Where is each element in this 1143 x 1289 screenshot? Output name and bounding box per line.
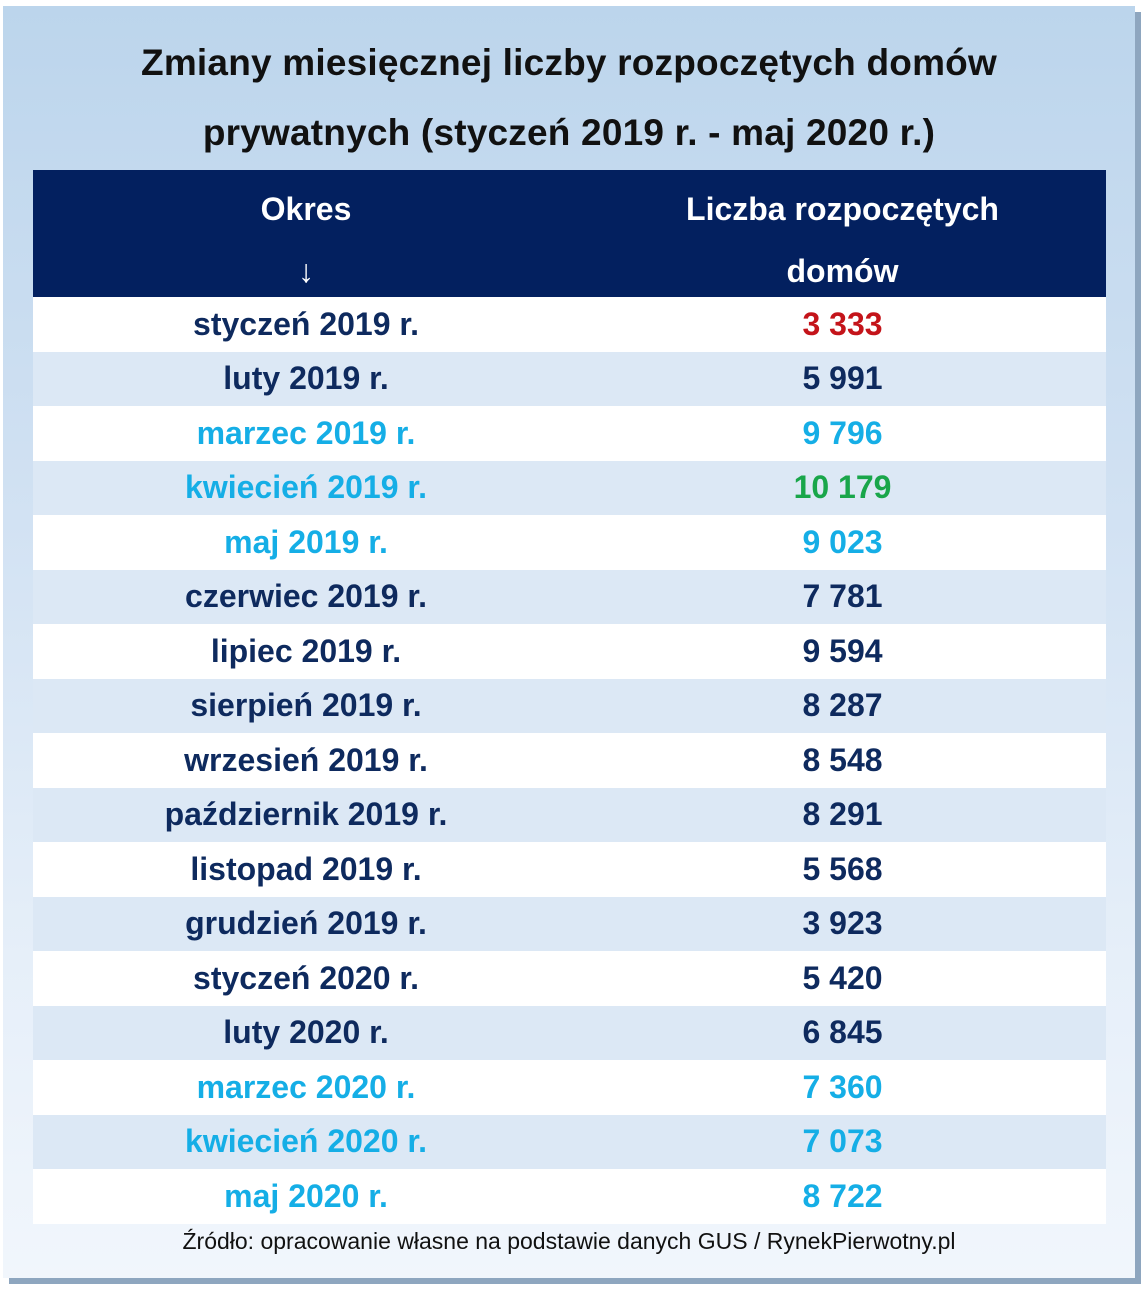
count-cell: 9 594 [802, 632, 883, 669]
count-cell: 8 722 [802, 1177, 883, 1214]
title-line-1: Zmiany miesięcznej liczby rozpoczętych d… [141, 42, 997, 83]
period-cell: lipiec 2019 r. [210, 632, 402, 669]
column-header-period-label: Okres [260, 191, 352, 227]
period-cell: luty 2019 r. [223, 360, 389, 397]
count-cell: 8 291 [802, 796, 883, 833]
table-row: lipiec 2019 r. 9 594 [33, 624, 1106, 679]
period-cell: wrzesień 2019 r. [184, 741, 428, 778]
count-cell: 8 287 [802, 687, 883, 724]
title-line-2: prywatnych (styczeń 2019 r. - maj 2020 r… [202, 112, 936, 153]
table-row: styczeń 2020 r. 5 420 [33, 951, 1106, 1006]
period-cell: maj 2020 r. [224, 1177, 388, 1214]
page-title: Zmiany miesięcznej liczby rozpoczętych d… [3, 28, 1135, 168]
table-row: listopad 2019 r. 5 568 [33, 842, 1106, 897]
table-row: maj 2019 r. 9 023 [33, 515, 1106, 570]
period-cell: listopad 2019 r. [190, 850, 422, 887]
period-cell: październik 2019 r. [164, 796, 448, 833]
count-cell: 10 179 [793, 469, 892, 506]
column-header-count: Liczba rozpoczętych domów [579, 170, 1106, 297]
table-row: maj 2020 r. 8 722 [33, 1169, 1106, 1224]
count-cell: 3 333 [802, 305, 883, 342]
period-cell: luty 2020 r. [223, 1014, 389, 1051]
period-cell: kwiecień 2020 r. [185, 1123, 427, 1160]
period-cell: marzec 2019 r. [196, 414, 416, 451]
table-row: luty 2020 r. 6 845 [33, 1005, 1106, 1060]
period-cell: grudzień 2019 r. [185, 905, 427, 942]
arrow-down-icon: ↓ [298, 253, 314, 289]
count-cell: 8 548 [802, 741, 883, 778]
count-cell: 6 845 [802, 1014, 883, 1051]
housing-starts-table: Okres ↓ Liczba rozpoczętych domów stycze… [33, 170, 1106, 1224]
count-cell: 5 991 [802, 360, 883, 397]
table-row: marzec 2019 r. 9 796 [33, 406, 1106, 461]
count-cell: 7 781 [802, 578, 883, 615]
column-header-count-line-1: Liczba rozpoczętych [686, 191, 999, 227]
count-cell: 3 923 [802, 905, 883, 942]
table-row: grudzień 2019 r. 3 923 [33, 896, 1106, 951]
period-cell: styczeń 2019 r. [193, 305, 419, 342]
table-row: marzec 2020 r. 7 360 [33, 1060, 1106, 1115]
column-header-count-line-2: domów [786, 253, 899, 289]
period-cell: marzec 2020 r. [196, 1068, 416, 1105]
table-row: sierpień 2019 r. 8 287 [33, 678, 1106, 733]
period-cell: maj 2019 r. [224, 523, 388, 560]
table-row: czerwiec 2019 r. 7 781 [33, 569, 1106, 624]
column-header-period: Okres ↓ [33, 170, 579, 297]
source-note: Źródło: opracowanie własne na podstawie … [182, 1228, 956, 1254]
count-cell: 9 796 [802, 414, 883, 451]
table-row: luty 2019 r. 5 991 [33, 351, 1106, 406]
count-cell: 7 073 [802, 1123, 883, 1160]
table-body: styczeń 2019 r. 3 333 luty 2019 r. 5 991 mar… [33, 297, 1106, 1224]
period-cell: czerwiec 2019 r. [185, 578, 427, 615]
table-row: październik 2019 r. 8 291 [33, 787, 1106, 842]
table-row: styczeń 2019 r. 3 333 [33, 297, 1106, 352]
count-cell: 7 360 [802, 1068, 883, 1105]
count-cell: 5 420 [802, 959, 883, 996]
period-cell: sierpień 2019 r. [190, 687, 422, 724]
period-cell: kwiecień 2019 r. [185, 469, 427, 506]
count-cell: 5 568 [802, 850, 883, 887]
count-cell: 9 023 [802, 523, 883, 560]
table-header: Okres ↓ Liczba rozpoczętych domów [33, 170, 1106, 297]
period-cell: styczeń 2020 r. [193, 959, 419, 996]
table-row: kwiecień 2020 r. 7 073 [33, 1114, 1106, 1169]
table-row: kwiecień 2019 r. 10 179 [33, 460, 1106, 515]
infographic-card: Zmiany miesięcznej liczby rozpoczętych d… [3, 6, 1135, 1278]
table-row: wrzesień 2019 r. 8 548 [33, 733, 1106, 788]
